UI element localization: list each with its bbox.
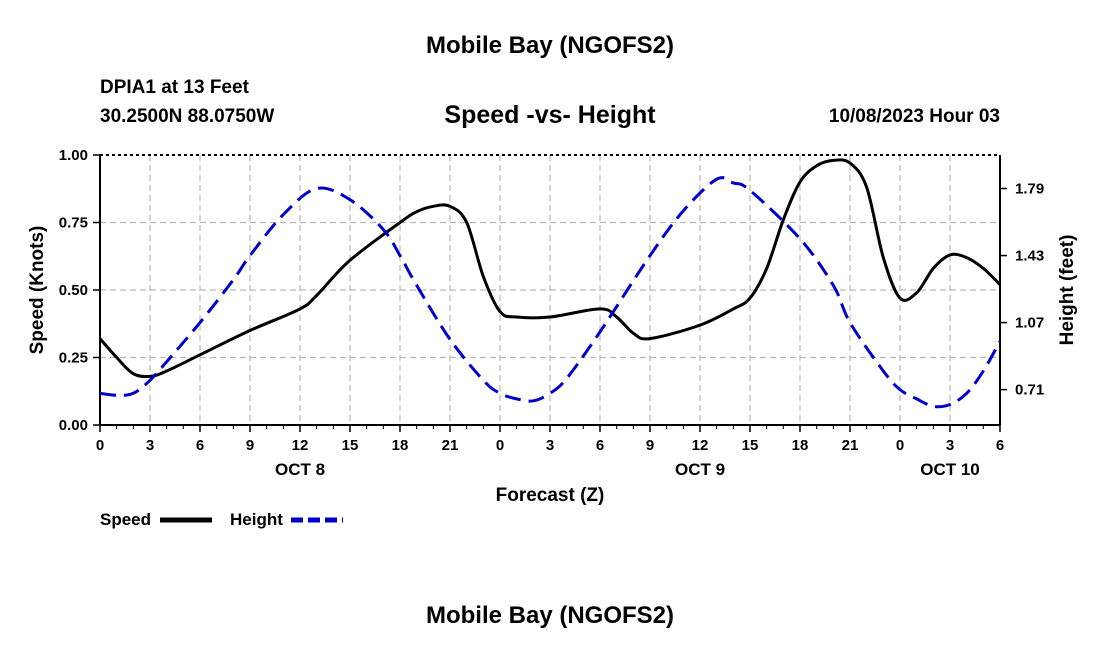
y-tick-label: 0.25 [59,350,88,367]
y-tick-label: 0.50 [59,282,88,299]
y-tick-label: 0.75 [59,215,88,232]
x-tick-label: 0 [896,437,904,454]
series-lines [98,158,1002,409]
x-tick-label: 0 [496,437,504,454]
x-axis-label: Forecast (Z) [496,485,605,506]
y-tick-label: 0.00 [59,417,88,434]
x-tick-label: 15 [742,437,759,454]
speed-series-line [98,158,1002,379]
x-tick-label: 0 [96,437,104,454]
axes [93,154,1007,432]
x-tick-label: 9 [646,437,654,454]
x-date-label: OCT 10 [920,460,980,479]
station-label: DPIA1 at 13 Feet [100,77,249,98]
y-tick-label: 1.00 [59,147,88,164]
x-tick-label: 12 [692,437,709,454]
legend-height-label: Height [230,510,283,529]
x-tick-label: 6 [596,437,604,454]
y2-tick-label: 0.71 [1015,382,1044,399]
y2-tick-label: 1.43 [1015,248,1044,265]
datetime-label: 10/08/2023 Hour 03 [828,106,1000,127]
x-tick-label: 18 [392,437,409,454]
y2-axis-label: Height (feet) [1057,235,1078,346]
grid-lines [100,155,1000,425]
top-title: Mobile Bay (NGOFS2) [425,32,675,59]
x-tick-label: 3 [146,437,154,454]
tick-labels: 0 3 6 9 12 15 18 21 0 3 6 9 12 15 18 21 0 3 6 OCT 8 OCT 9 OCT… [59,147,1044,479]
legend-speed-label: Speed [100,510,151,529]
x-tick-label: 3 [946,437,954,454]
x-date-label: OCT 9 [675,460,725,479]
bottom-title: Mobile Bay (NGOFS2) [425,602,675,629]
y2-tick-label: 1.07 [1015,315,1044,332]
x-tick-label: 12 [292,437,309,454]
x-tick-label: 18 [792,437,809,454]
x-tick-label: 21 [842,437,859,454]
y-axis-label: Speed (Knots) [27,226,48,355]
x-tick-label: 15 [342,437,359,454]
legend: Speed Height [100,510,343,529]
x-tick-label: 6 [996,437,1004,454]
x-date-label: OCT 8 [275,460,325,479]
height-series-line [99,176,1002,409]
x-tick-label: 3 [546,437,554,454]
x-tick-label: 9 [246,437,254,454]
y2-tick-label: 1.79 [1015,181,1044,198]
x-tick-label: 21 [442,437,459,454]
coords-label: 30.2500N 88.0750W [100,106,275,127]
chart-subtitle: Speed -vs- Height [444,101,656,129]
x-tick-label: 6 [196,437,204,454]
